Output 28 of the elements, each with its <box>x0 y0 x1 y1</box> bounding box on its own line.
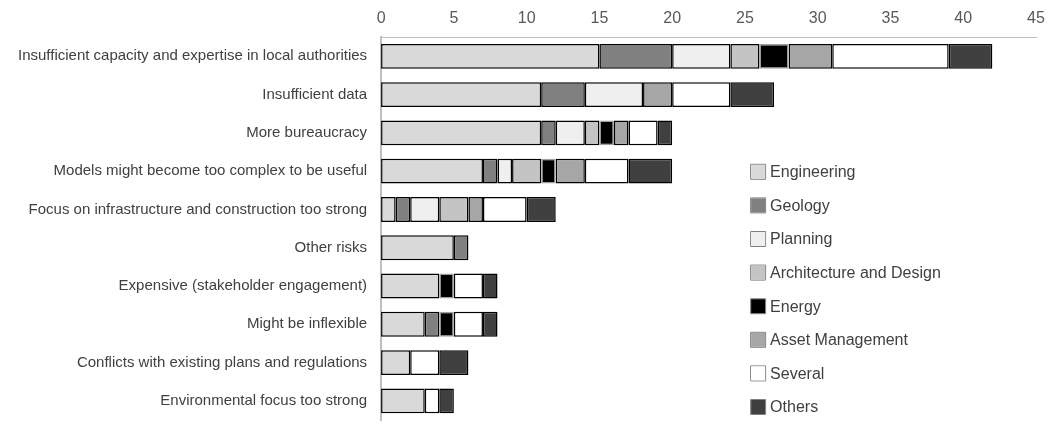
y-tick-label: Environmental focus too strong <box>160 391 368 408</box>
y-tick-label: Insufficient data <box>262 84 368 102</box>
y-tick-label: Insufficient capacity and expertise in local authorities <box>17 46 368 64</box>
y-tick-label: Other risks <box>294 237 368 255</box>
x-tick-label: 0 <box>376 9 386 27</box>
legend-label: Planning <box>770 230 833 248</box>
y-tick-label: Focus on infrastructure and construction too strong <box>28 199 368 217</box>
x-tick-label: 10 <box>517 9 536 27</box>
y-tick-label: More bureaucracy <box>246 123 368 141</box>
x-tick-label: 40 <box>954 9 973 27</box>
legend-label: Energy <box>770 297 821 315</box>
y-tick-label: Expensive (stakeholder engagement) <box>118 276 368 294</box>
y-tick-label: Might be inflexible <box>247 314 368 332</box>
x-tick-label: 15 <box>590 9 609 27</box>
x-tick-label: 25 <box>736 9 754 27</box>
legend-label: Geology <box>770 196 830 214</box>
legend-label: Others <box>770 398 819 416</box>
legend-label: Several <box>770 364 825 382</box>
y-tick-label: Conflicts with existing plans and regulations <box>76 352 368 370</box>
legend-label: Engineering <box>770 163 856 181</box>
x-tick-label: 20 <box>663 9 682 27</box>
y-tick-label: Models might become too complex to be useful <box>53 161 368 179</box>
x-tick-label: 30 <box>808 9 827 27</box>
x-tick-label: 5 <box>449 9 459 27</box>
legend-label: Asset Management <box>770 331 909 349</box>
x-tick-label: 45 <box>1027 9 1045 27</box>
legend-label: Architecture and Design <box>770 264 941 282</box>
x-tick-label: 35 <box>881 9 900 27</box>
